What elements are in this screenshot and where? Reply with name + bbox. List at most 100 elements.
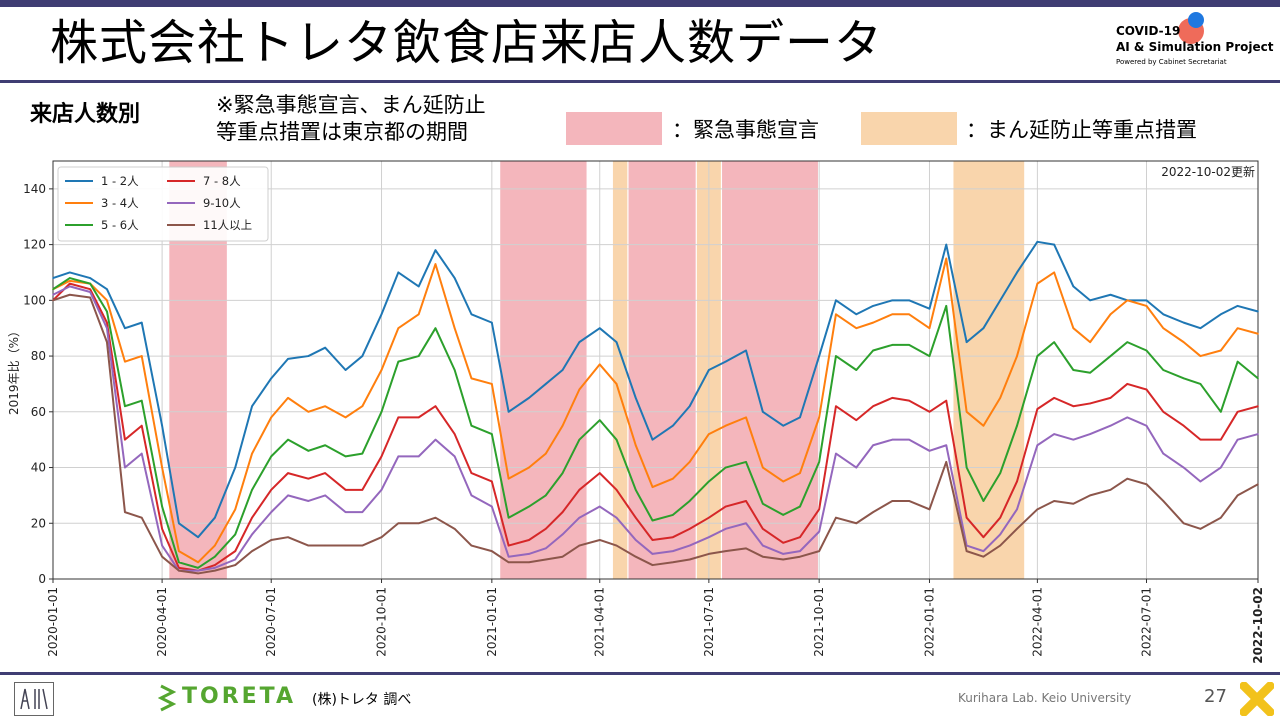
data-point xyxy=(1182,341,1185,343)
data-point xyxy=(672,561,674,564)
data-point xyxy=(928,508,931,511)
data-point xyxy=(708,369,710,371)
data-point xyxy=(1053,433,1055,435)
data-point xyxy=(745,461,747,463)
data-point xyxy=(161,505,163,508)
data-point xyxy=(197,567,199,569)
data-point xyxy=(724,424,727,427)
data-point xyxy=(528,397,530,399)
data-point xyxy=(615,341,618,343)
data-point xyxy=(491,383,493,385)
data-point xyxy=(891,299,894,302)
data-point xyxy=(855,419,858,421)
data-point xyxy=(651,564,654,566)
data-point xyxy=(965,550,968,552)
data-point xyxy=(140,516,143,519)
data-point xyxy=(140,355,143,357)
data-point xyxy=(615,489,618,491)
data-point xyxy=(1182,424,1185,427)
legend-label: 3 - 4人 xyxy=(101,196,139,210)
data-point xyxy=(491,550,493,552)
data-point xyxy=(598,539,601,541)
data-point xyxy=(762,466,764,469)
data-point xyxy=(835,355,837,357)
data-point xyxy=(1220,313,1222,316)
data-point xyxy=(965,516,968,519)
data-point xyxy=(762,544,764,547)
data-point xyxy=(397,455,400,458)
data-point xyxy=(1109,355,1112,357)
data-point xyxy=(344,544,347,547)
data-point xyxy=(417,522,420,525)
data-point xyxy=(578,438,581,441)
data-point xyxy=(68,293,71,296)
data-point xyxy=(762,555,764,558)
data-point xyxy=(1162,327,1165,329)
data-point xyxy=(1109,313,1112,316)
data-point xyxy=(197,561,199,564)
data-point xyxy=(1145,424,1148,427)
y-tick-label: 80 xyxy=(31,349,46,363)
data-point xyxy=(999,516,1002,519)
data-point xyxy=(161,555,163,558)
data-point xyxy=(982,327,985,329)
data-point xyxy=(1145,299,1148,302)
data-point xyxy=(598,327,601,329)
data-point xyxy=(140,321,143,324)
data-point xyxy=(1236,438,1239,441)
data-point xyxy=(1145,305,1148,307)
data-point xyxy=(982,536,985,538)
data-point xyxy=(835,299,837,302)
data-point xyxy=(928,355,931,357)
data-point xyxy=(106,310,108,313)
data-point xyxy=(818,508,820,511)
data-point xyxy=(234,550,237,552)
data-point xyxy=(1257,310,1259,313)
data-point xyxy=(251,405,253,408)
data-point xyxy=(470,494,473,497)
period-note-line2: 等重点措置は東京都の期間 xyxy=(216,120,468,144)
data-point xyxy=(782,424,784,427)
data-point xyxy=(124,360,126,363)
data-point xyxy=(507,516,510,519)
data-point xyxy=(68,280,71,282)
data-point xyxy=(965,411,968,413)
y-tick-label: 60 xyxy=(31,405,46,419)
data-point xyxy=(1220,411,1222,413)
data-point xyxy=(89,291,91,293)
data-point xyxy=(380,455,383,458)
data-point xyxy=(908,438,910,441)
data-point xyxy=(724,550,727,552)
data-point xyxy=(270,455,273,458)
data-point xyxy=(307,411,310,413)
data-point xyxy=(561,472,564,474)
data-point xyxy=(872,444,874,447)
emergency-period-band xyxy=(722,161,818,579)
data-point xyxy=(1162,411,1165,413)
data-point xyxy=(578,516,581,519)
data-point xyxy=(672,477,674,480)
data-point xyxy=(615,438,618,441)
data-point xyxy=(598,363,601,366)
data-point xyxy=(1236,305,1239,307)
data-point xyxy=(68,282,71,285)
data-point xyxy=(234,508,237,511)
data-point xyxy=(544,547,547,550)
data-point xyxy=(434,405,437,408)
data-point xyxy=(68,285,71,288)
y-tick-label: 0 xyxy=(38,572,46,586)
x-tick-label: 2022-04-01 xyxy=(1030,587,1044,657)
data-point xyxy=(453,369,456,371)
data-point xyxy=(1182,377,1185,380)
data-point xyxy=(724,360,727,363)
data-point xyxy=(945,257,948,260)
data-point xyxy=(324,472,326,474)
data-point xyxy=(361,511,364,513)
data-point xyxy=(561,424,564,427)
data-point xyxy=(68,277,71,279)
data-point xyxy=(1236,494,1239,497)
data-point xyxy=(397,416,400,419)
data-point xyxy=(782,514,784,516)
data-point xyxy=(1089,299,1091,302)
data-point xyxy=(380,313,383,316)
